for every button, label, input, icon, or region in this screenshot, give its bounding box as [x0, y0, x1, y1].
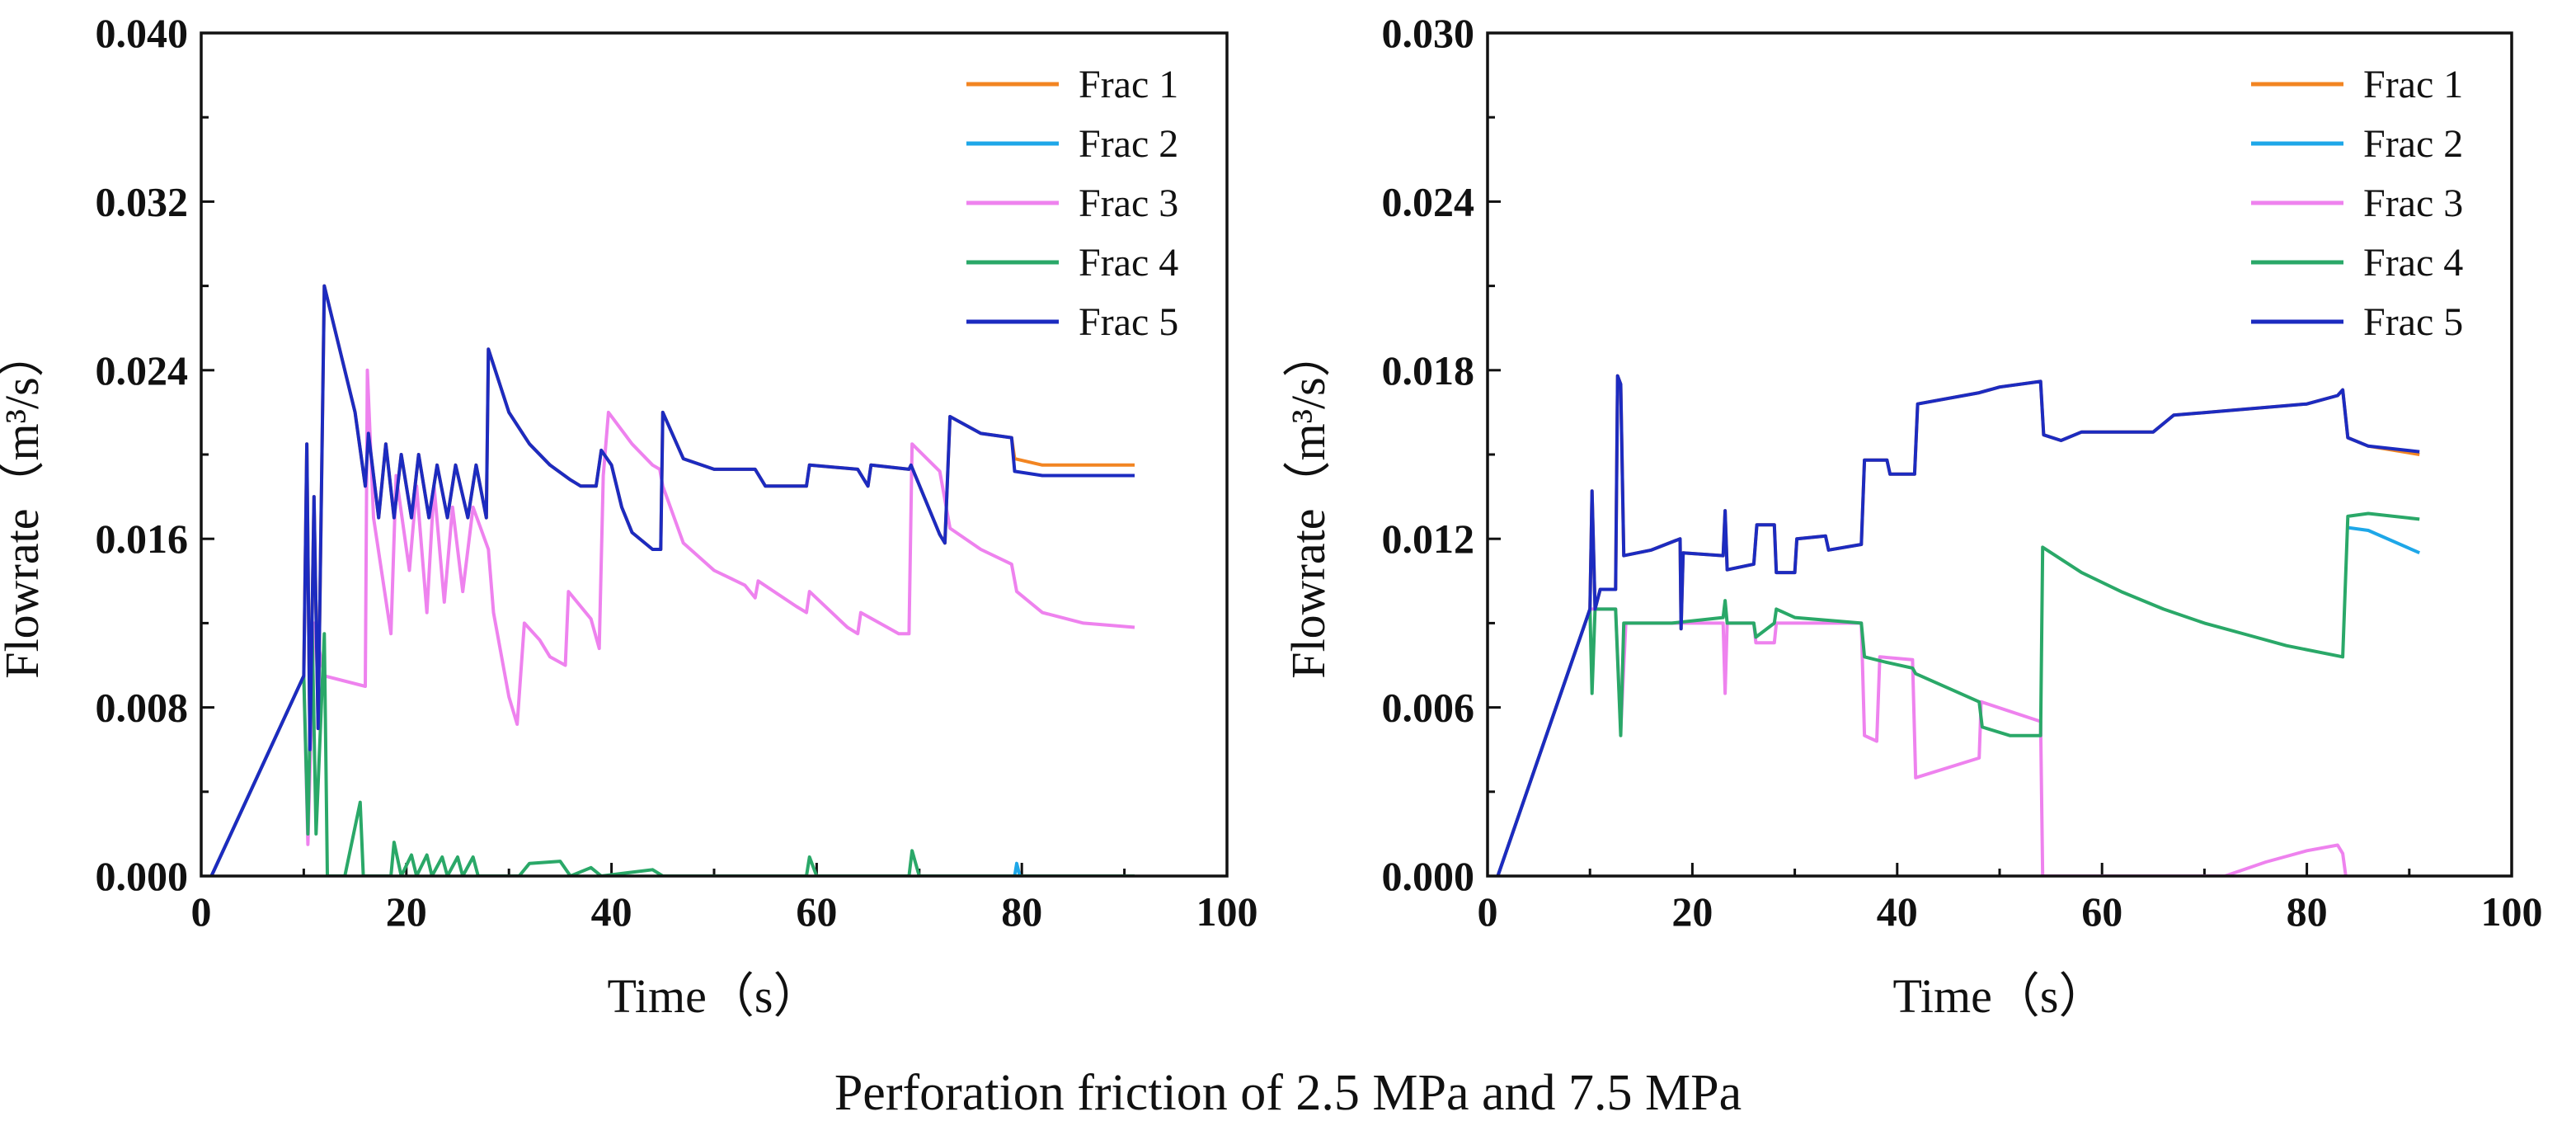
x-tick-label: 80: [2287, 888, 2328, 935]
x-axis-title: Time（s）: [608, 969, 821, 1023]
series-line-frac-2: [2348, 525, 2421, 555]
x-tick-label: 60: [796, 888, 837, 935]
series-line-frac-3: [209, 368, 1135, 876]
x-axis-title: Time（s）: [1893, 969, 2107, 1023]
x-tick-label: 40: [591, 888, 632, 935]
legend-label: Frac 5: [1079, 300, 1178, 344]
y-tick-label: 0.032: [96, 178, 189, 224]
legend-label: Frac 4: [1079, 241, 1178, 285]
x-tick-label: 0: [191, 888, 212, 935]
series-line-frac-4: [209, 621, 1135, 876]
series-line-frac-1: [1496, 374, 2420, 876]
chart-1: 0 20 40 60 80 100 0.000 0.008 0.016 0.024 0.032 0.0…: [0, 10, 1258, 1023]
legend-label: Frac 4: [2363, 241, 2463, 285]
x-tick-label: 60: [2081, 888, 2122, 935]
y-tick-label: 0.024: [96, 347, 189, 393]
x-tick-label: 20: [1671, 888, 1713, 935]
x-tick-label: 40: [1877, 888, 1918, 935]
legend-label: Frac 1: [2363, 63, 2463, 106]
legend-label: Frac 3: [2363, 181, 2463, 225]
series-line-frac-3: [1496, 607, 2348, 876]
y-axis-title: Flowrate（m³/s）: [0, 329, 49, 678]
series-line-frac-5: [209, 284, 1135, 876]
plot-frame: [200, 31, 1229, 878]
y-axis-title: Flowrate（m³/s）: [1281, 329, 1335, 678]
legend-label: Frac 5: [2363, 300, 2463, 344]
y-tick-label: 0.018: [1382, 347, 1475, 393]
chart-2: 0 20 40 60 80 100 0.000 0.006 0.012 0.018 0.024 0.0…: [1281, 10, 2543, 1023]
series-line-frac-1: [209, 284, 1135, 876]
y-tick-label: 0.000: [96, 853, 189, 899]
figure-caption: Perforation friction of 2.5 MPa and 7.5 …: [834, 1065, 1742, 1121]
y-tick-label: 0.006: [1382, 685, 1475, 731]
legend-label: Frac 2: [1079, 122, 1178, 166]
y-tick-label: 0.012: [1382, 516, 1475, 562]
x-tick-label: 100: [2481, 888, 2543, 935]
y-tick-label: 0.000: [1382, 853, 1475, 899]
y-tick-label: 0.030: [1382, 10, 1475, 56]
y-tick-label: 0.024: [1382, 178, 1475, 224]
legend-label: Frac 1: [1079, 63, 1178, 106]
plot-frame: [1486, 31, 2513, 878]
y-tick-label: 0.008: [96, 685, 189, 731]
series-line-frac-2: [1013, 861, 1022, 876]
y-tick-label: 0.016: [96, 516, 189, 562]
series-line-frac-5: [1496, 374, 2420, 876]
y-tick-label: 0.040: [96, 10, 189, 56]
x-tick-label: 20: [386, 888, 427, 935]
x-tick-label: 80: [1001, 888, 1042, 935]
x-tick-label: 100: [1196, 888, 1258, 935]
x-tick-label: 0: [1478, 888, 1498, 935]
legend-label: Frac 3: [1079, 181, 1178, 225]
series-line-frac-4: [1496, 511, 2420, 876]
legend-label: Frac 2: [2363, 122, 2463, 166]
